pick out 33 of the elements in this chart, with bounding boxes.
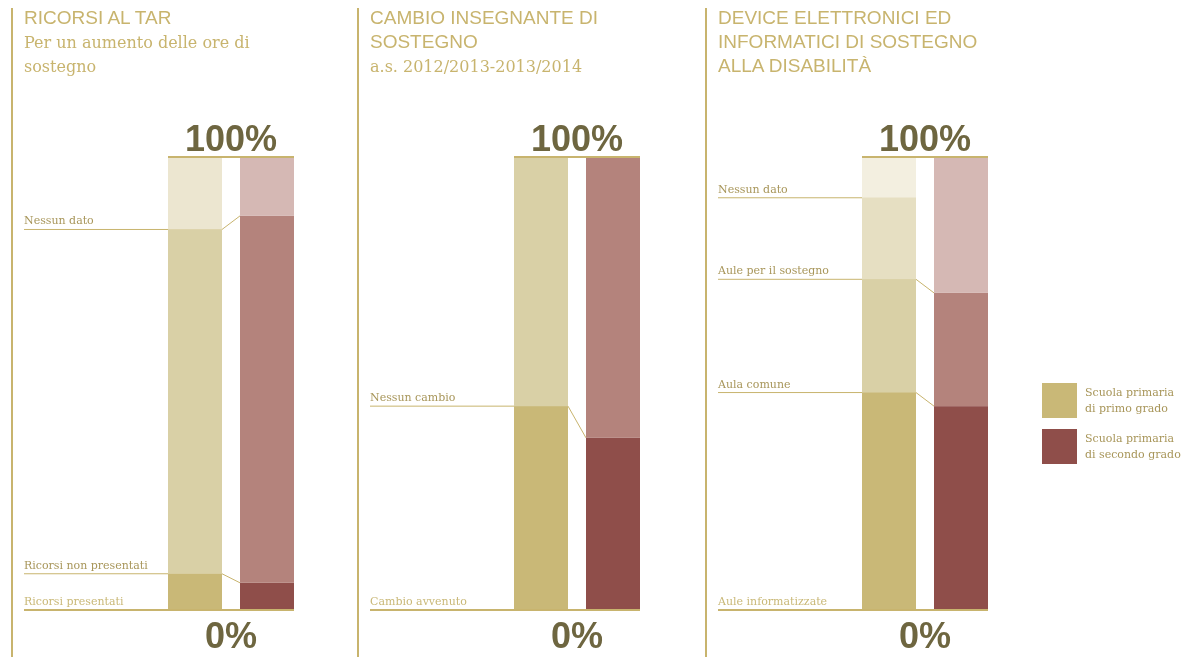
text: Aula comune: [717, 377, 791, 391]
bar: [934, 292, 988, 407]
text: Nessun dato: [24, 214, 95, 228]
text: Cambio avvenuto: [370, 595, 468, 608]
chart-title: CAMBIO INSEGNANTE DI SOSTEGNO: [370, 7, 599, 52]
text: 0%: [550, 615, 604, 656]
text: Scuola primaria di primo grado: [1085, 386, 1175, 415]
text: Nessun dato: [718, 182, 789, 196]
chart-subtitle: a.s. 2012/2013-2013/2014: [370, 57, 583, 76]
bar: [168, 157, 222, 230]
text: 0%: [898, 615, 952, 656]
annotation: 100%: [530, 118, 624, 159]
annotation: 100%: [184, 118, 278, 159]
bar: [862, 279, 916, 393]
bar: [240, 157, 294, 216]
chart-title: RICORSI AL TAR: [24, 7, 172, 28]
text: Scuola primaria di secondo grado: [1085, 432, 1181, 461]
bar: [862, 197, 916, 280]
text: Aule per il sostegno: [717, 264, 830, 278]
chart-title: DEVICE ELETTRONICI ED INFORMATICI DI SOSTEGNO ALLA DISABILITÀ: [718, 7, 978, 76]
annotation: 100%: [878, 118, 972, 159]
bar: [934, 406, 988, 610]
bar: [168, 229, 222, 574]
bar: [862, 157, 916, 198]
bar: [240, 582, 294, 610]
text: Ricorsi presentati: [24, 595, 124, 608]
series-label: Ricorsi non presentati: [24, 558, 149, 572]
text: Nessun cambio: [370, 391, 456, 405]
chart-subtitle: Per un aumento delle ore di sostegno: [24, 33, 250, 76]
text: Aule informatizzate: [717, 595, 828, 608]
text: 0%: [204, 615, 258, 656]
bar: [934, 157, 988, 293]
bar: [240, 215, 294, 583]
